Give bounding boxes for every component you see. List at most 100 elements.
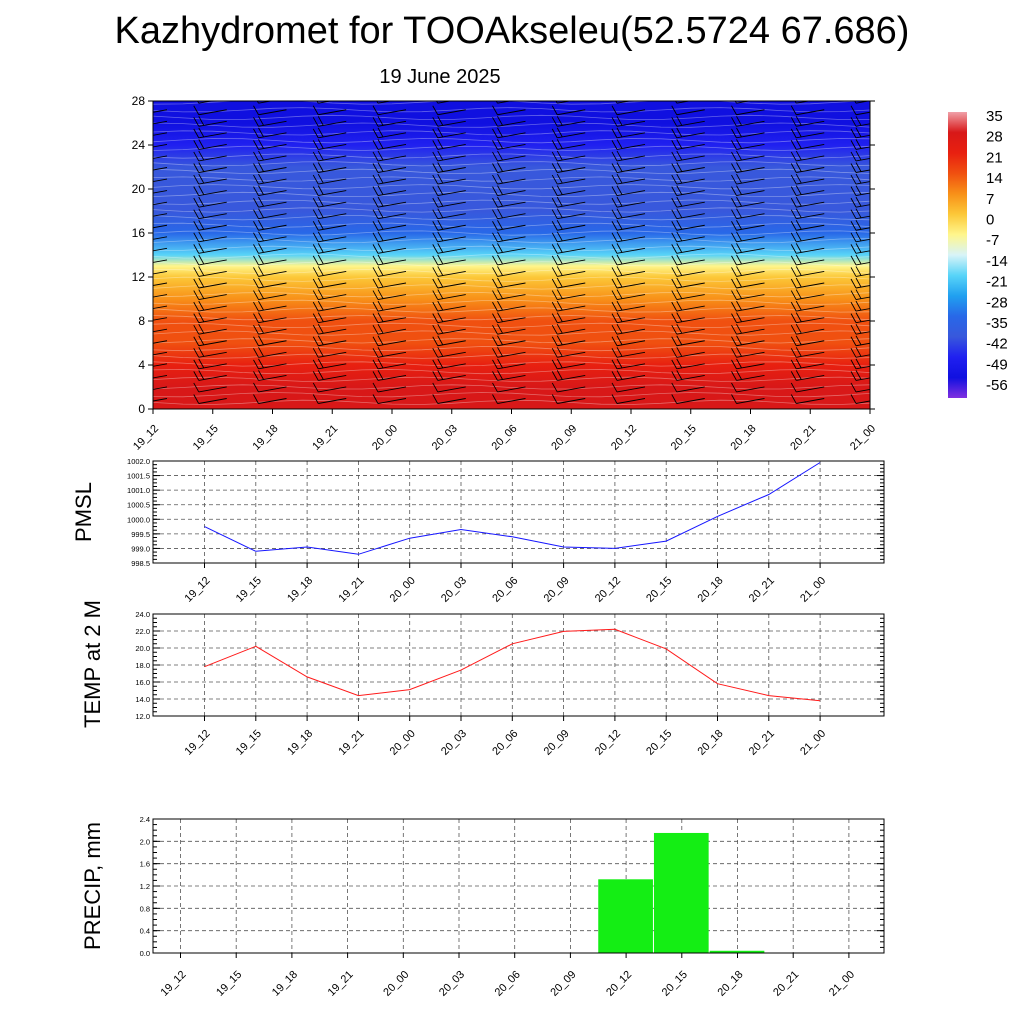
wind-barb-feather	[731, 221, 737, 231]
wind-barb-feather	[317, 139, 324, 149]
wind-barb-feather	[736, 358, 742, 369]
wind-barb-feather	[556, 150, 563, 161]
wind-barb	[258, 386, 287, 393]
wind-barb-feather	[492, 174, 498, 185]
wind-barb-feather	[616, 173, 623, 184]
wind-barb-feather	[611, 290, 618, 300]
wind-barb-feather	[671, 394, 678, 404]
wind-barb-feather	[317, 335, 324, 345]
wind-barb	[153, 305, 168, 310]
wind-barb-feather	[139, 197, 144, 206]
wind-barb-feather	[372, 232, 379, 243]
wind-barb-feather	[139, 163, 144, 172]
wind-barb-feather	[372, 313, 379, 323]
y-axis-label: PMSL	[71, 482, 96, 542]
x-tick-label: 20_00	[370, 423, 400, 453]
wind-barb-feather	[855, 208, 862, 218]
wind-barb-feather	[795, 254, 802, 265]
x-tick-label: 20_15	[660, 969, 690, 999]
wind-barb-feather	[736, 266, 742, 276]
wind-barb-feather	[795, 323, 802, 334]
wind-barb-feather	[377, 358, 384, 369]
wind-barb-feather	[855, 266, 862, 276]
wind-barb-feather	[312, 336, 319, 346]
wind-barb-feather	[556, 220, 563, 230]
wind-barb	[377, 101, 393, 104]
colorbar-labels: 35 28 21 14 7 0 -7 -14 -21 -28 -35 -42 -49 -56	[986, 108, 1008, 394]
wind-barb	[736, 386, 765, 393]
x-tick-label: 20_06	[490, 423, 520, 453]
wind-barb-feather	[790, 394, 797, 404]
wind-barb-feather	[312, 174, 319, 185]
x-tick-label: 19_21	[336, 728, 366, 758]
wind-barb	[258, 101, 274, 104]
wind-barb-feather	[671, 359, 678, 370]
wind-barb-feather	[193, 151, 200, 162]
page-title: Kazhydromet for TOOAkseleu(52.5724 67.68…	[114, 10, 910, 52]
wind-barb-feather	[790, 151, 797, 162]
wind-barb-feather	[198, 231, 205, 242]
x-tick-label: 20_00	[381, 969, 411, 999]
wind-barb-feather	[497, 150, 503, 161]
wind-barb-feather	[850, 117, 857, 127]
wind-barb-feather	[437, 300, 444, 311]
wind-barb-feather	[492, 324, 498, 335]
wind-barb-feather	[731, 394, 737, 404]
isoline	[153, 299, 870, 305]
wind-barb-feather	[317, 231, 324, 242]
x-tick-label: 20_03	[439, 728, 469, 758]
wind-barb	[497, 398, 526, 404]
colorbar-label: -42	[986, 336, 1008, 353]
temperature-field	[153, 101, 870, 409]
wind-barb	[153, 143, 168, 148]
wind-barb-feather	[198, 196, 205, 207]
wind-barb-feather	[611, 105, 618, 115]
wind-barb	[796, 386, 825, 393]
wind-barb-feather	[731, 359, 737, 370]
wind-barb-feather	[795, 220, 802, 230]
wind-barb-feather	[676, 116, 683, 126]
wind-barb-feather	[790, 128, 797, 139]
wind-barb-feather	[736, 139, 742, 149]
wind-barb-feather	[317, 243, 324, 253]
wind-barb-feather	[258, 289, 264, 299]
wind-barb-feather	[193, 348, 200, 358]
wind-barb-feather	[795, 300, 802, 311]
wind-barb-feather	[377, 150, 384, 161]
colorbar-label: -14	[986, 253, 1008, 270]
wind-barb-feather	[731, 278, 737, 289]
wind-barb	[153, 190, 168, 194]
wind-barb-feather	[377, 173, 384, 184]
wind-barb-feather	[134, 164, 139, 173]
wind-barb-feather	[611, 336, 618, 346]
wind-barb-feather	[377, 127, 384, 138]
colorbar-label: 28	[986, 129, 1003, 146]
x-tick-label: 20_09	[542, 575, 572, 605]
x-tick-label: 20_18	[696, 728, 726, 758]
wind-barb-feather	[312, 290, 319, 300]
wind-barb-feather	[616, 289, 623, 299]
wind-barb-feather	[731, 290, 737, 300]
wind-barb-feather	[134, 337, 139, 346]
wind-barb-feather	[497, 254, 503, 265]
x-tick-label: 20_12	[604, 969, 634, 999]
wind-barb-feather	[437, 358, 444, 369]
y-tick-label: 2.0	[140, 837, 150, 846]
wind-barb-feather	[437, 323, 444, 334]
isoline	[153, 114, 870, 120]
wind-barb-feather	[372, 140, 379, 150]
wind-barb-feather	[134, 210, 139, 219]
wind-barb-feather	[850, 290, 857, 300]
wind-barb-feather	[193, 290, 200, 300]
wind-barb-feather	[556, 277, 563, 288]
wind-barb-feather	[855, 162, 862, 172]
wind-barb-feather	[437, 335, 444, 345]
wind-barb	[153, 317, 168, 321]
wind-barb-feather	[312, 140, 319, 150]
wind-barb-feather	[253, 174, 259, 185]
wind-barb-feather	[676, 196, 683, 207]
wind-barb-feather	[253, 163, 259, 173]
wind-barb-feather	[855, 150, 862, 161]
wind-barb-feather	[492, 186, 498, 196]
wind-barb-feather	[253, 278, 259, 289]
